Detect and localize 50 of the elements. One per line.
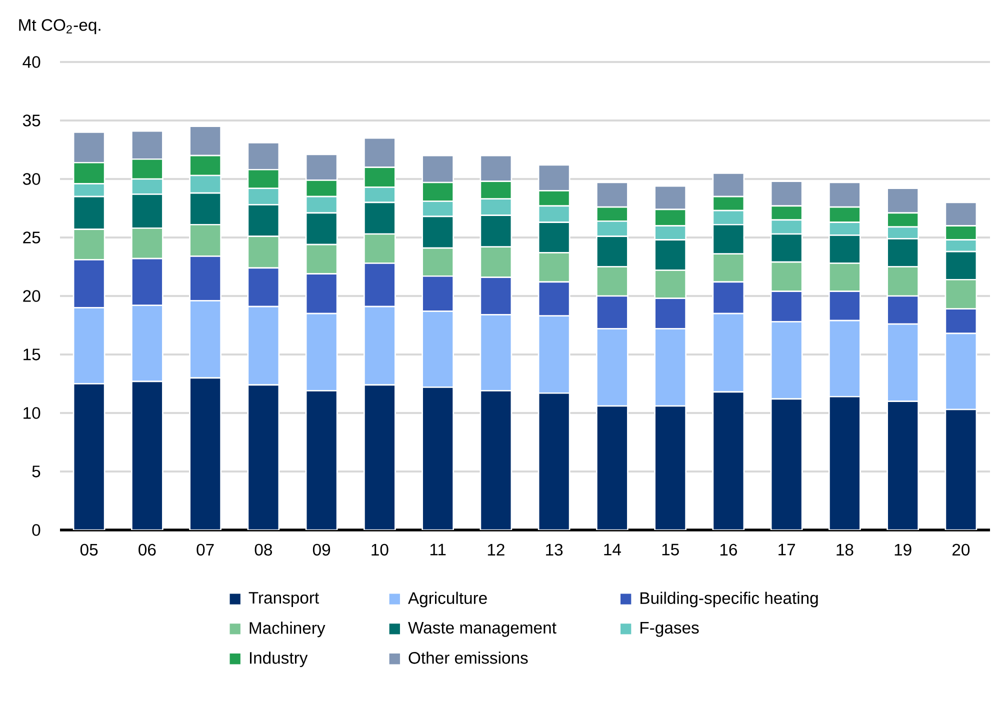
x-tick-label: 13 (546, 544, 563, 556)
bar (770, 398, 803, 530)
legend-label: Industry (250, 652, 308, 668)
x-tick-label: 20 (952, 544, 970, 556)
x-tick-label: 18 (836, 544, 854, 556)
x-tick-label: 11 (430, 544, 446, 556)
legend-label: Building-specific heating (640, 592, 818, 608)
y-tick-label: 35 (22, 114, 40, 126)
bar (189, 377, 222, 530)
y-tick-label: 0 (32, 524, 40, 536)
x-tick-label: 10 (372, 544, 388, 556)
x-tick-label: 19 (894, 544, 912, 556)
legend-label: Other emissions (408, 652, 528, 664)
bar (422, 386, 454, 530)
bar (654, 405, 686, 530)
x-tick-label: 05 (80, 544, 98, 556)
legend-label: Transport (248, 592, 320, 607)
x-tick-label: 14 (604, 544, 621, 556)
bar (305, 390, 338, 530)
y-tick-label: 40 (22, 56, 40, 68)
x-tick-label: 12 (488, 544, 504, 556)
legend-label: Agriculture (408, 592, 487, 608)
bar (131, 380, 164, 530)
legend-label: Waste management (408, 622, 556, 637)
x-tick-label: 08 (254, 544, 272, 556)
bar (538, 392, 570, 530)
x-tick-label: 16 (720, 544, 737, 556)
legend-label: Machinery (250, 622, 326, 638)
y-tick-label: 5 (32, 466, 40, 478)
y-tick-label: 25 (23, 232, 40, 244)
x-tick-label: 17 (778, 544, 795, 556)
bar (596, 405, 628, 530)
y-tick-label: 10 (24, 407, 40, 419)
bar (712, 391, 745, 530)
y-tick-label: 20 (23, 290, 40, 302)
x-tick-label: 09 (312, 544, 330, 556)
x-tick-label: 06 (138, 544, 156, 556)
y-axis-title: Mt CO$_{2}$-eq. (19, 19, 100, 34)
bar (364, 384, 396, 530)
bar (247, 384, 280, 530)
bar (72, 383, 106, 530)
legend-label: F-gases (640, 622, 699, 637)
bar (480, 390, 512, 530)
bar (828, 396, 861, 530)
bar (886, 400, 919, 530)
y-tick-label: 30 (22, 173, 40, 185)
bar (944, 408, 978, 530)
y-tick-label: 15 (24, 348, 40, 360)
x-tick-label: 15 (662, 544, 679, 556)
x-tick-label: 07 (196, 544, 214, 556)
